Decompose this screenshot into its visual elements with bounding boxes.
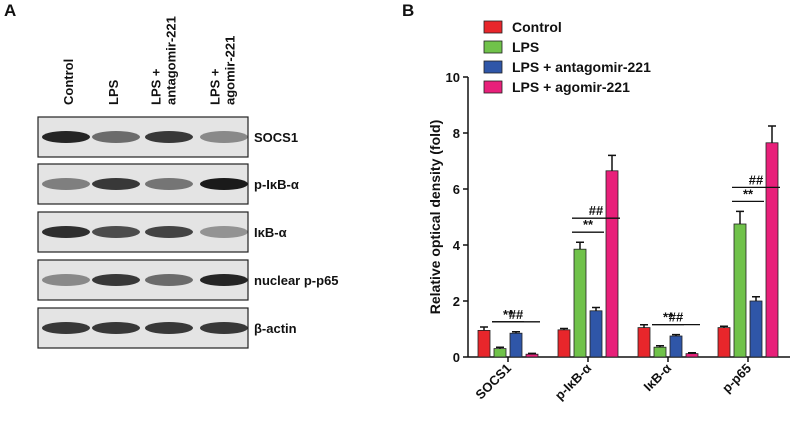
- bar: [653, 346, 667, 358]
- blot-band: [145, 274, 193, 286]
- bar: [557, 329, 571, 358]
- error-bar: [656, 345, 664, 348]
- error-bar: [608, 154, 616, 171]
- bar: [605, 170, 619, 358]
- protein-label: nuclear p-p65: [254, 273, 339, 288]
- error-bar: [480, 326, 488, 331]
- y-tick-label: 10: [446, 70, 460, 85]
- blot-band: [145, 322, 193, 334]
- significance-label: ##: [509, 307, 524, 322]
- error-bar: [688, 352, 696, 354]
- significance-label: ##: [669, 310, 684, 325]
- bar: [589, 310, 603, 358]
- y-tick-label: 8: [453, 126, 460, 141]
- bar: [477, 329, 491, 358]
- error-bar: [736, 210, 744, 224]
- legend-swatch: [483, 80, 503, 94]
- protein-label: p-IκB-α: [254, 177, 299, 192]
- significance-label: **: [663, 310, 674, 325]
- y-tick-label: 2: [453, 294, 460, 309]
- bar: [765, 142, 779, 358]
- y-tick-label: 6: [453, 182, 460, 197]
- error-bar: [752, 296, 760, 301]
- panel-label: B: [402, 1, 414, 20]
- blot-band: [42, 274, 90, 286]
- legend-label: Control: [512, 19, 562, 35]
- lane-label: LPS: [106, 79, 121, 105]
- legend-swatch: [483, 40, 503, 54]
- significance-label: **: [503, 307, 514, 322]
- error-bar: [592, 306, 600, 311]
- legend-swatch: [483, 20, 503, 34]
- error-bar: [768, 125, 776, 143]
- error-bar: [560, 327, 568, 330]
- x-tick-label: SOCS1: [472, 361, 514, 403]
- error-bar: [528, 352, 536, 355]
- error-bar: [576, 241, 584, 250]
- legend-swatch: [483, 60, 503, 74]
- blot-band: [92, 178, 140, 190]
- blot-band: [42, 131, 90, 143]
- error-bar: [672, 333, 680, 336]
- error-bar: [720, 325, 728, 328]
- lane-label: agomir-221: [223, 36, 238, 105]
- blot-band: [200, 131, 248, 143]
- bar: [509, 332, 523, 358]
- blot-band: [200, 178, 248, 190]
- protein-label: SOCS1: [254, 130, 298, 145]
- blot-band: [145, 226, 193, 238]
- lane-label: Control: [61, 59, 76, 105]
- blot-band: [92, 226, 140, 238]
- bar: [749, 300, 763, 358]
- error-bar: [512, 331, 520, 334]
- bar: [573, 248, 587, 358]
- x-tick-label: p-IκB-α: [552, 361, 594, 403]
- significance-label: **: [743, 186, 754, 201]
- blot-band: [145, 178, 193, 190]
- bar: [733, 223, 747, 358]
- legend-label: LPS + antagomir-221: [512, 59, 651, 75]
- bar: [669, 335, 683, 358]
- significance-label: **: [583, 217, 594, 232]
- blot-band: [42, 226, 90, 238]
- significance-label: ##: [749, 172, 764, 187]
- error-bar: [496, 346, 504, 349]
- bar: [717, 327, 731, 358]
- lane-label: LPS +: [149, 68, 164, 105]
- blot-band: [92, 274, 140, 286]
- blot-band: [145, 131, 193, 143]
- blot-band: [200, 226, 248, 238]
- y-axis-label: Relative optical density (fold): [427, 120, 443, 314]
- blot-band: [42, 178, 90, 190]
- lane-label: LPS +: [208, 68, 223, 105]
- y-tick-label: 4: [453, 238, 461, 253]
- error-bar: [640, 324, 648, 328]
- x-tick-label: p-p65: [719, 361, 754, 396]
- x-tick-label: IκB-α: [640, 361, 674, 395]
- significance-label: ##: [589, 203, 604, 218]
- bar: [493, 348, 507, 358]
- legend-label: LPS: [512, 39, 539, 55]
- bar: [637, 327, 651, 358]
- protein-label: β-actin: [254, 321, 297, 336]
- lane-label: antagomir-221: [164, 16, 179, 105]
- blot-band: [200, 274, 248, 286]
- bar: [685, 353, 699, 358]
- blot-band: [200, 322, 248, 334]
- blot-band: [42, 322, 90, 334]
- blot-band: [92, 131, 140, 143]
- panel-label: A: [4, 1, 16, 20]
- blot-band: [92, 322, 140, 334]
- protein-label: IκB-α: [254, 225, 287, 240]
- legend-label: LPS + agomir-221: [512, 79, 630, 95]
- y-tick-label: 0: [453, 350, 460, 365]
- bar: [525, 353, 539, 358]
